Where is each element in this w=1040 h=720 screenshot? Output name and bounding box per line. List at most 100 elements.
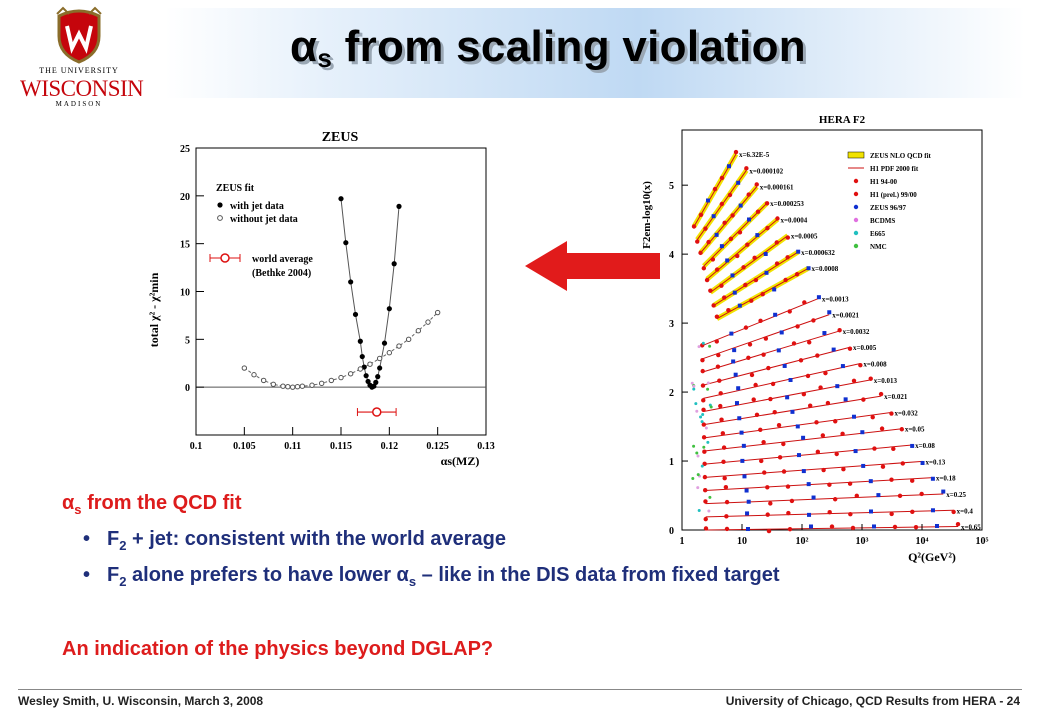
data-point-without-jet [338,374,344,381]
logo-main-text: WISCONSIN [20,76,144,101]
h1-point [783,277,788,283]
x-tick-label: 10³ [856,536,869,547]
world-average-marker [372,407,382,417]
h1-point [749,298,754,303]
data-point-with-jet [352,311,359,318]
zeus-96-97-point [772,287,777,292]
data-point-without-jet [396,343,402,349]
h1-point [786,510,791,516]
h1-point [900,461,905,466]
h1-point [712,186,718,192]
zeus-96-97-point [746,527,750,532]
x-tick-label: 0.12 [381,441,399,452]
legend-with-jet: with jet data [230,201,284,212]
x-bin-label: x=0.08 [915,442,935,450]
x-tick-label: 0.115 [330,441,352,452]
zeus-96-97-point [827,310,832,315]
zeus-96-97-point [727,164,731,169]
zeus-96-97-point [861,463,866,468]
h1-point [703,526,709,531]
h1-point [807,340,812,345]
h1-point [768,501,773,506]
h1-point [721,459,726,465]
zeus-96-97-point [840,364,845,369]
h1-point [743,325,749,330]
h1-point [724,499,730,505]
h1-point [775,216,780,221]
h1-point [827,510,832,515]
legend-bethke: (Bethke 2004) [252,268,311,279]
h1-point [695,239,700,244]
footer-divider [18,689,1022,690]
h1-point [759,458,764,464]
zeus-96-97-point [741,443,746,448]
h1-point [701,422,707,427]
legend-entry: ZEUS NLO QCD fit [870,152,932,160]
fixed-target-point [701,413,705,417]
legend-without-jet: without jet data [230,214,298,225]
data-point-without-jet [328,377,335,384]
h1-point [717,378,722,383]
zeus-x-label: αs(MZ) [441,454,480,468]
zeus-96-97-point [930,476,935,481]
h1-point [847,346,853,351]
zeus-96-97-point [730,273,735,278]
h1-point [815,353,820,358]
data-point-with-jet [343,240,349,246]
data-point-without-jet [367,361,373,367]
h1-point [795,324,800,329]
fixed-target-point [692,444,696,448]
x-bin-label: x=0.0013 [822,295,849,303]
h1-point [861,397,866,402]
fixed-target-point [690,381,694,385]
h1-point [724,526,730,532]
h1-point [825,400,831,406]
slide-title: αs from scaling violation [290,22,806,73]
h1-point [719,283,724,288]
h1-point [776,423,782,428]
data-point-without-jet [405,336,412,343]
zeus-96-97-point [736,180,741,185]
legend-marker-swatch [853,243,859,249]
y-tick-label: 4 [669,250,674,261]
zeus-96-97-point [843,397,848,402]
h1-point [727,192,733,198]
zeus-96-97-point [734,401,739,406]
legend-entry: E665 [870,230,886,238]
h1-point [777,455,783,460]
series-line [340,198,400,388]
h1-point [733,149,739,155]
legend-marker-swatch [853,230,859,236]
fixed-target-point [700,464,704,468]
zeus-96-97-point [860,430,865,435]
fixed-target-point [708,495,712,499]
x-bin-label: x=0.0021 [832,312,859,320]
zeus-96-97-point [733,372,738,377]
title-shadow: αs from scaling violation [293,25,809,76]
x-tick-label: 1 [680,536,685,547]
fixed-target-point [704,426,708,430]
fixed-target-point [699,415,703,419]
data-point-with-jet [357,338,363,344]
zeus-96-97-point [729,331,734,336]
h1-point [746,355,751,360]
h1-point [701,398,706,403]
x-tick-label: 10⁵ [976,536,989,547]
x-tick-label: 10⁴ [916,536,929,547]
x-bin-label: x=0.021 [884,393,908,401]
zeus-96-97-point [851,414,856,419]
y-tick-label: 2 [669,388,674,399]
h1-point [789,498,795,504]
h1-point [785,235,791,240]
zeus-96-97-point [740,458,745,463]
zeus-96-97-point [910,443,915,448]
h1-point [751,397,756,402]
h1-point [897,493,903,499]
h1-point [878,391,884,397]
zeus-96-97-point [796,453,801,458]
h1-point [814,420,819,425]
h1-point [758,427,763,432]
h1-point [691,224,697,229]
h1-point [701,407,706,413]
zeus-96-97-point [876,493,881,498]
